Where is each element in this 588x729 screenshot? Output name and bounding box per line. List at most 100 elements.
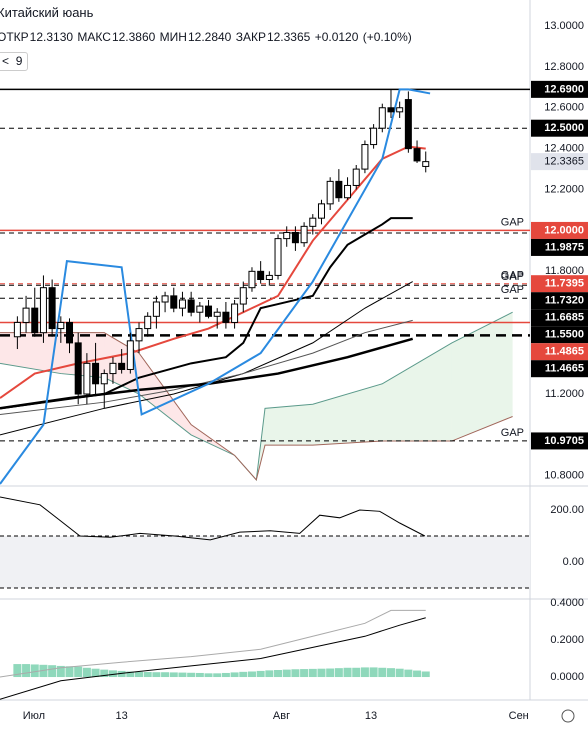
histogram-bar (213, 673, 222, 678)
cloud-span-b (0, 332, 513, 481)
stat-name: ЗАКР (235, 30, 266, 44)
candle-body (231, 303, 239, 323)
histogram-bar (204, 673, 213, 678)
candle-body (213, 311, 221, 317)
histogram-bar (378, 667, 387, 678)
candle-body (100, 373, 108, 385)
price-label-box (531, 153, 588, 171)
histogram-bar (352, 667, 361, 678)
change: +0.0120 (314, 30, 359, 44)
price-label-box (531, 80, 588, 98)
price-label: 11.7320 (545, 295, 584, 307)
candle-body (126, 340, 134, 370)
histogram-bar (161, 672, 170, 678)
candle-body (317, 203, 325, 219)
price-label: 11.4865 (545, 346, 584, 358)
price-label-box (531, 238, 588, 256)
price-label-box (531, 275, 588, 293)
price-label-box (531, 432, 588, 450)
x-tick-label: Авг (273, 710, 290, 722)
candle-body (196, 305, 204, 313)
histogram-bar (386, 668, 395, 678)
histogram-bar (22, 664, 31, 678)
y-tick-label: 0.2000 (550, 634, 584, 646)
histogram-bar (404, 669, 413, 678)
settings-icon[interactable] (561, 709, 575, 723)
price-label-box (531, 343, 588, 361)
histogram-bar (343, 667, 352, 678)
y-tick-label: 0.4000 (550, 597, 584, 609)
candle-body (265, 274, 273, 281)
y-tick-label: 12.2000 (544, 183, 584, 195)
price-label: 12.5000 (544, 122, 584, 134)
price-label: 11.6685 (545, 312, 584, 324)
histogram-bar (117, 670, 126, 678)
stat-value: 12.2840 (187, 30, 232, 44)
stat-value: 12.3365 (266, 30, 311, 44)
stat-name: ОТКР (0, 30, 29, 44)
histogram-bar (178, 672, 187, 678)
indicator-line (0, 88, 431, 485)
candle-body (39, 287, 47, 334)
histogram-bar (274, 670, 283, 678)
candle-body (144, 315, 152, 330)
cloud-fill (312, 383, 383, 446)
candle-body (152, 301, 160, 317)
stat-name: МИН (159, 30, 187, 44)
candle-body (170, 295, 178, 309)
x-tick-label: 13 (116, 710, 128, 722)
candle-body (109, 362, 117, 375)
histogram-bar (152, 672, 161, 678)
histogram-bar (108, 670, 117, 678)
price-label: 12.0000 (544, 224, 584, 236)
histogram-bar (187, 672, 196, 678)
histogram-bar (282, 669, 291, 678)
histogram-bar (239, 671, 248, 678)
histogram-bar (100, 669, 109, 678)
candle-body (387, 107, 395, 113)
histogram-bar (195, 672, 204, 678)
indicator-count: 9 (15, 54, 23, 68)
candle-body (370, 127, 378, 146)
histogram-bar (247, 671, 256, 678)
histogram-bar (30, 664, 39, 678)
histogram-bar (221, 672, 230, 678)
histogram-bar (65, 666, 74, 678)
cloud-fill (0, 332, 61, 374)
histogram-bar (317, 668, 326, 678)
candle-body (161, 295, 169, 303)
histogram-bar (230, 672, 239, 678)
indicator-line (0, 609, 426, 678)
candle-body (274, 238, 282, 276)
candle-body (57, 321, 65, 330)
indicator-line (0, 217, 413, 410)
candle-body (352, 168, 360, 186)
cloud-fill (451, 312, 513, 442)
price-label: 11.5500 (545, 329, 584, 341)
histogram-bar (369, 667, 378, 678)
candle-body (74, 342, 82, 395)
candle-body (309, 217, 317, 227)
price-label-box (531, 119, 588, 137)
candle-body (248, 270, 256, 289)
candle-body (344, 184, 352, 199)
price-label-box (531, 360, 588, 378)
candle-body (413, 148, 421, 162)
price-label-box (531, 292, 588, 310)
band (0, 536, 530, 588)
histogram-bar (256, 670, 265, 678)
candle-body (291, 231, 299, 244)
histogram-bar (395, 668, 404, 678)
y-tick-label: 11.2000 (545, 388, 584, 400)
histogram-bar (300, 669, 309, 678)
price-label: 12.3365 (544, 156, 584, 168)
y-tick-label: 11.8000 (545, 265, 584, 277)
histogram-bar (265, 670, 274, 678)
price-label: 11.4665 (545, 363, 584, 375)
histogram-bar (74, 666, 83, 678)
indicator-toggle[interactable]: < 9 (0, 52, 29, 71)
stats: ОТКР12.3130 МАКС12.3860 МИН12.2840 ЗАКР1… (0, 30, 413, 44)
gap-tag: GAP (501, 270, 524, 282)
price-label: 12.6900 (544, 83, 584, 95)
